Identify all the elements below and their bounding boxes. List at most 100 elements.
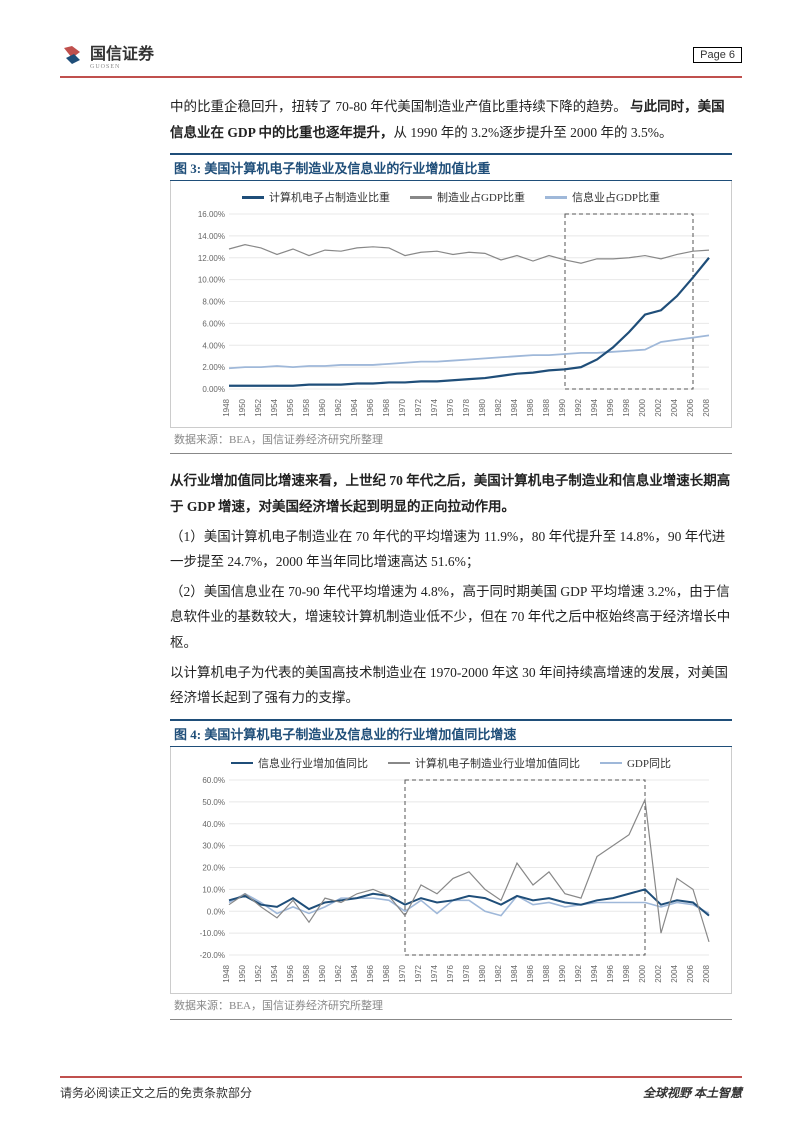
chart3-title: 图 3: 美国计算机电子制造业及信息业的行业增加值比重 — [170, 153, 732, 181]
svg-text:1976: 1976 — [446, 399, 455, 417]
svg-text:1996: 1996 — [606, 964, 615, 982]
svg-text:1970: 1970 — [398, 399, 407, 417]
svg-text:1974: 1974 — [430, 399, 439, 417]
paragraph-1: 中的比重企稳回升，扭转了 70-80 年代美国制造业产值比重持续下降的趋势。 与… — [170, 94, 732, 145]
svg-text:1966: 1966 — [366, 399, 375, 417]
legend-item: 信息业行业增加值同比 — [231, 755, 368, 771]
chart3-source: 数据来源：BEA，国信证券经济研究所整理 — [170, 428, 732, 454]
svg-text:1986: 1986 — [526, 399, 535, 417]
svg-text:1958: 1958 — [302, 399, 311, 417]
svg-text:1962: 1962 — [334, 964, 343, 982]
legend-item: GDP同比 — [600, 755, 671, 771]
svg-text:1984: 1984 — [510, 399, 519, 417]
legend-item: 计算机电子占制造业比重 — [242, 189, 390, 205]
svg-text:1982: 1982 — [494, 399, 503, 417]
svg-text:2000: 2000 — [638, 964, 647, 982]
svg-text:1956: 1956 — [286, 964, 295, 982]
svg-text:1988: 1988 — [542, 399, 551, 417]
svg-text:1982: 1982 — [494, 964, 503, 982]
paragraph-3: （1）美国计算机电子制造业在 70 年代的平均增速为 11.9%，80 年代提升… — [170, 524, 732, 575]
legend-item: 计算机电子制造业行业增加值同比 — [388, 755, 580, 771]
svg-text:10.0%: 10.0% — [202, 885, 225, 894]
svg-text:10.00%: 10.00% — [198, 276, 225, 285]
paragraph-4: （2）美国信息业在 70-90 年代平均增速为 4.8%，高于同时期美国 GDP… — [170, 579, 732, 656]
svg-text:1948: 1948 — [222, 964, 231, 982]
svg-text:1970: 1970 — [398, 964, 407, 982]
svg-text:1980: 1980 — [478, 964, 487, 982]
svg-text:1948: 1948 — [222, 399, 231, 417]
svg-text:2002: 2002 — [654, 399, 663, 417]
svg-text:16.00%: 16.00% — [198, 210, 225, 219]
svg-text:1954: 1954 — [270, 964, 279, 982]
svg-text:40.0%: 40.0% — [202, 820, 225, 829]
svg-text:6.00%: 6.00% — [202, 320, 225, 329]
svg-text:1964: 1964 — [350, 964, 359, 982]
svg-text:0.0%: 0.0% — [207, 907, 225, 916]
svg-text:1988: 1988 — [542, 964, 551, 982]
footer-rule — [60, 1076, 742, 1078]
svg-text:30.0%: 30.0% — [202, 842, 225, 851]
svg-text:2004: 2004 — [670, 964, 679, 982]
svg-text:-10.0%: -10.0% — [200, 929, 225, 938]
paragraph-2: 从行业增加值同比增速来看，上世纪 70 年代之后，美国计算机电子制造业和信息业增… — [170, 468, 732, 519]
svg-text:1992: 1992 — [574, 399, 583, 417]
svg-text:1958: 1958 — [302, 964, 311, 982]
svg-text:1950: 1950 — [238, 399, 247, 417]
svg-text:1978: 1978 — [462, 399, 471, 417]
chart4: 信息业行业增加值同比 计算机电子制造业行业增加值同比 GDP同比 -20.0% -10… — [170, 747, 732, 994]
svg-text:4.00%: 4.00% — [202, 342, 225, 351]
svg-text:1996: 1996 — [606, 399, 615, 417]
svg-text:1966: 1966 — [366, 964, 375, 982]
header-rule — [60, 76, 742, 78]
company-sub: GUOSEN — [90, 64, 154, 70]
svg-text:1998: 1998 — [622, 964, 631, 982]
svg-text:1986: 1986 — [526, 964, 535, 982]
svg-text:1952: 1952 — [254, 399, 263, 417]
svg-text:2008: 2008 — [702, 964, 711, 982]
chart3: 计算机电子占制造业比重制造业占GDP比重信息业占GDP比重 0.00%2.00%… — [170, 181, 732, 428]
svg-text:1980: 1980 — [478, 399, 487, 417]
svg-text:20.0%: 20.0% — [202, 864, 225, 873]
svg-text:2000: 2000 — [638, 399, 647, 417]
chart4-title: 图 4: 美国计算机电子制造业及信息业的行业增加值同比增速 — [170, 719, 732, 747]
svg-text:1954: 1954 — [270, 399, 279, 417]
svg-text:1998: 1998 — [622, 399, 631, 417]
svg-text:1960: 1960 — [318, 964, 327, 982]
svg-text:1974: 1974 — [430, 964, 439, 982]
svg-text:2002: 2002 — [654, 964, 663, 982]
footer-slogan: 全球视野 本土智慧 — [643, 1084, 742, 1101]
svg-text:1976: 1976 — [446, 964, 455, 982]
svg-text:2006: 2006 — [686, 399, 695, 417]
svg-text:1994: 1994 — [590, 399, 599, 417]
svg-text:1968: 1968 — [382, 399, 391, 417]
svg-text:12.00%: 12.00% — [198, 254, 225, 263]
svg-text:50.0%: 50.0% — [202, 798, 225, 807]
chart4-source: 数据来源：BEA，国信证券经济研究所整理 — [170, 994, 732, 1020]
svg-text:1950: 1950 — [238, 964, 247, 982]
svg-text:1972: 1972 — [414, 399, 423, 417]
svg-text:1952: 1952 — [254, 964, 263, 982]
paragraph-5: 以计算机电子为代表的美国高技术制造业在 1970-2000 年这 30 年间持续… — [170, 660, 732, 711]
svg-text:1956: 1956 — [286, 399, 295, 417]
svg-text:1972: 1972 — [414, 964, 423, 982]
svg-text:14.00%: 14.00% — [198, 232, 225, 241]
svg-text:1984: 1984 — [510, 964, 519, 982]
svg-text:1994: 1994 — [590, 964, 599, 982]
svg-text:1960: 1960 — [318, 399, 327, 417]
legend-item: 信息业占GDP比重 — [545, 189, 660, 205]
svg-text:60.0%: 60.0% — [202, 776, 225, 785]
svg-text:1992: 1992 — [574, 964, 583, 982]
svg-text:1978: 1978 — [462, 964, 471, 982]
svg-text:2.00%: 2.00% — [202, 363, 225, 372]
company-name: 国信证券 — [90, 40, 154, 64]
svg-text:1990: 1990 — [558, 964, 567, 982]
page-number: Page 6 — [693, 47, 742, 63]
company-logo: 国信证券 GUOSEN — [60, 40, 154, 70]
svg-text:0.00%: 0.00% — [202, 385, 225, 394]
svg-text:-20.0%: -20.0% — [200, 951, 225, 960]
svg-text:1964: 1964 — [350, 399, 359, 417]
svg-text:1962: 1962 — [334, 399, 343, 417]
svg-text:2004: 2004 — [670, 399, 679, 417]
svg-text:1990: 1990 — [558, 399, 567, 417]
footer-disclaimer: 请务必阅读正文之后的免责条款部分 — [60, 1084, 252, 1101]
